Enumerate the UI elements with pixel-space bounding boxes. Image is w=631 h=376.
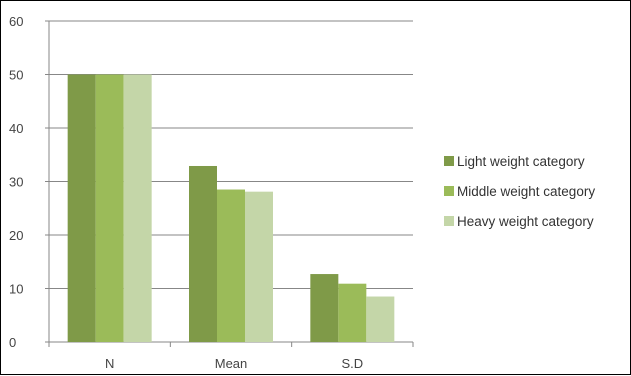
bars [67,74,395,342]
bar-n-series-1 [67,74,96,342]
y-tick-label: 10 [9,282,23,297]
bar-mean-series-3 [245,191,273,342]
bar-sd-series-3 [366,296,395,342]
bar-n-series-3 [123,74,152,342]
legend-swatch [444,156,454,166]
y-tick-label: 0 [9,335,16,350]
bar-n-series-2 [95,74,124,342]
y-tick-label: 30 [9,175,23,190]
x-category-label: N [105,356,114,371]
y-tick-label: 50 [9,68,23,83]
legend: Light weight category Middle weight categ… [444,154,595,229]
y-axis-ticks: 0 10 20 30 40 50 60 [9,14,23,350]
legend-swatch [444,216,454,226]
legend-label: Middle weight category [457,184,595,199]
legend-swatch [444,186,454,196]
y-tick-label: 40 [9,121,23,136]
x-category-label: S.D [341,356,363,371]
x-category-label: Mean [215,356,248,371]
y-tick-label: 60 [9,14,23,29]
bar-sd-series-1 [310,274,339,342]
bar-sd-series-2 [338,283,367,342]
bar-mean-series-1 [189,165,217,342]
legend-label: Heavy weight category [457,214,594,229]
bar-mean-series-2 [217,189,245,342]
legend-label: Light weight category [457,154,585,169]
x-axis-categories: N Mean S.D [105,356,363,371]
y-tick-label: 20 [9,228,23,243]
